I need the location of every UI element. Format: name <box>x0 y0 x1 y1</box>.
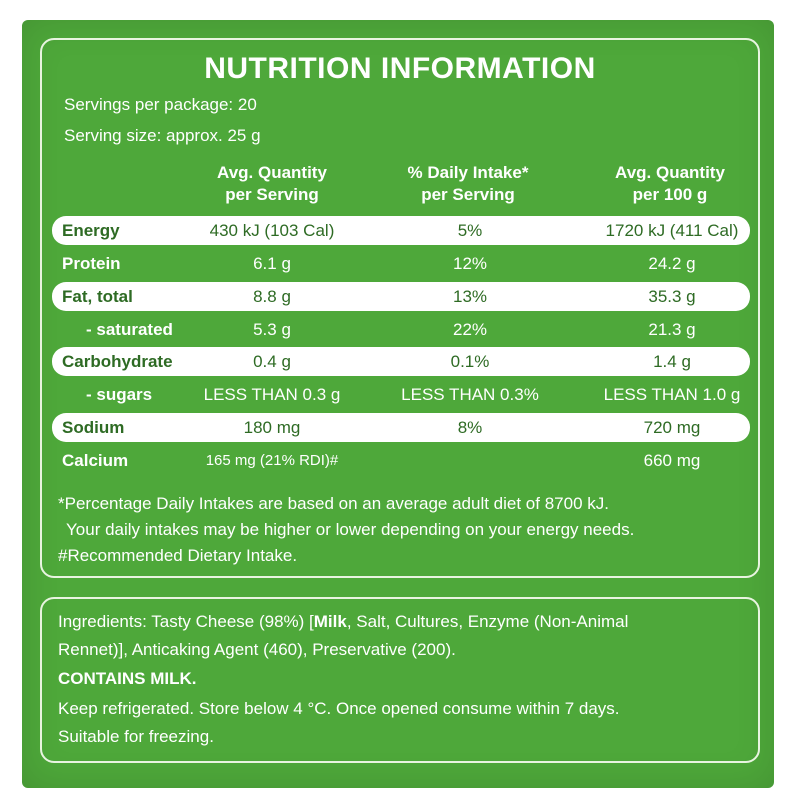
ingredients-line-2: Rennet)], Anticaking Agent (460), Preser… <box>58 640 456 659</box>
per-serving-value: 0.4 g <box>253 352 291 371</box>
column-header-line: Avg. Quantity <box>217 163 327 182</box>
row-label: - saturated <box>86 320 173 339</box>
daily-intake-value: 0.1% <box>450 352 490 371</box>
per-serving-value: 165 mg (21% RDI)# <box>205 452 339 469</box>
ingredients-panel-border <box>40 597 760 763</box>
footnote-daily-intake-continued: Your daily intakes may be higher or lowe… <box>66 520 635 539</box>
storage-instructions: Keep refrigerated. Store below 4 °C. Onc… <box>58 699 620 718</box>
column-header-line: per Serving <box>225 185 319 204</box>
per-100g-value: 1.4 g <box>653 352 691 371</box>
row-label: Calcium <box>62 451 129 470</box>
per-100g-value: LESS THAN 1.0 g <box>603 385 741 404</box>
per-100g-value: 21.3 g <box>648 320 696 339</box>
per-100g-value: 1720 kJ (411 Cal) <box>605 221 739 240</box>
nutrition-row-energy: Energy 430 kJ (103 Cal) 5% 1720 kJ (411 … <box>52 216 750 245</box>
per-100g-value: 35.3 g <box>648 287 696 306</box>
row-label: Fat, total <box>62 287 133 306</box>
daily-intake-value: 8% <box>457 418 483 437</box>
row-label: Carbohydrate <box>62 352 173 371</box>
per-serving-value: 430 kJ (103 Cal) <box>209 221 335 240</box>
column-header-line: per 100 g <box>632 185 708 204</box>
per-serving-value: 8.8 g <box>253 287 291 306</box>
serving-size: Serving size: approx. 25 g <box>64 126 261 145</box>
per-100g-value: 24.2 g <box>648 254 696 273</box>
nutrition-panel-border <box>40 38 760 578</box>
nutrition-row-carbohydrate: Carbohydrate 0.4 g 0.1% 1.4 g <box>52 347 750 376</box>
column-header-line: Avg. Quantity <box>615 163 725 182</box>
footnote-daily-intake: *Percentage Daily Intakes are based on a… <box>58 494 609 513</box>
ingredients-line-1: Ingredients: Tasty Cheese (98%) [Milk, S… <box>58 612 628 632</box>
column-header-per-serving: Avg. Quantity per Serving <box>162 162 382 206</box>
column-header-line: % Daily Intake* <box>407 163 529 182</box>
column-header-per-100g: Avg. Quantity per 100 g <box>560 162 780 206</box>
freezing-instructions: Suitable for freezing. <box>58 727 214 746</box>
column-header-line: per Serving <box>421 185 515 204</box>
nutrition-row-sodium: Sodium 180 mg 8% 720 mg <box>52 413 750 442</box>
ingredients-prefix: Ingredients: Tasty Cheese (98%) [ <box>58 612 314 631</box>
column-header-daily-intake: % Daily Intake* per Serving <box>358 162 578 206</box>
nutrition-row-calcium: Calcium 165 mg (21% RDI)# 660 mg <box>52 446 750 475</box>
per-100g-value: 660 mg <box>643 451 701 470</box>
allergen-statement: CONTAINS MILK. <box>58 669 197 688</box>
label-panel <box>22 20 774 788</box>
per-serving-value: LESS THAN 0.3 g <box>203 385 341 404</box>
nutrition-row-protein: Protein 6.1 g 12% 24.2 g <box>52 249 750 278</box>
servings-per-package: Servings per package: 20 <box>64 95 257 114</box>
per-serving-value: 180 mg <box>243 418 301 437</box>
row-label: Sodium <box>62 418 125 437</box>
footnote-rdi: #Recommended Dietary Intake. <box>58 546 298 565</box>
daily-intake-value: 22% <box>452 320 488 339</box>
row-label: Energy <box>62 221 120 240</box>
per-serving-value: 6.1 g <box>253 254 291 273</box>
nutrition-title: NUTRITION INFORMATION <box>204 52 596 85</box>
row-label: Protein <box>62 254 121 273</box>
per-serving-value: 5.3 g <box>253 320 291 339</box>
daily-intake-value: LESS THAN 0.3% <box>401 385 539 404</box>
per-100g-value: 720 mg <box>643 418 701 437</box>
ingredients-suffix: , Salt, Cultures, Enzyme (Non-Animal <box>346 612 629 631</box>
daily-intake-value: 13% <box>452 287 488 306</box>
nutrition-row-sugars: - sugars LESS THAN 0.3 g LESS THAN 0.3% … <box>52 380 750 409</box>
nutrition-row-saturated: - saturated 5.3 g 22% 21.3 g <box>52 315 750 344</box>
ingredient-milk: Milk <box>313 612 347 631</box>
nutrition-row-fat-total: Fat, total 8.8 g 13% 35.3 g <box>52 282 750 311</box>
daily-intake-value: 12% <box>452 254 488 273</box>
daily-intake-value: 5% <box>457 221 483 240</box>
row-label: - sugars <box>86 385 153 404</box>
